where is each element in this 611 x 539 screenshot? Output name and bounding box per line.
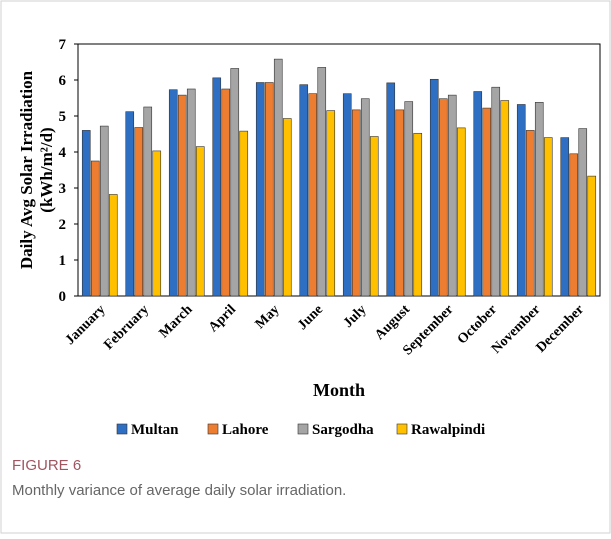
bar — [482, 107, 492, 297]
bar — [386, 82, 396, 297]
legend-swatch — [116, 423, 128, 435]
bar — [342, 93, 352, 297]
y-tick-label: 6 — [59, 73, 67, 89]
bar — [212, 77, 222, 297]
bar — [81, 130, 91, 297]
bar — [438, 98, 448, 297]
bar — [351, 109, 361, 297]
bar — [560, 137, 570, 297]
bar — [360, 98, 370, 297]
legend-label: Lahore — [222, 422, 269, 438]
bar — [177, 94, 187, 297]
bar — [326, 110, 336, 297]
bar — [413, 132, 423, 297]
x-tick-label: April — [206, 302, 239, 335]
bar — [569, 153, 579, 297]
legend-swatch — [297, 423, 309, 435]
bar — [152, 150, 162, 297]
bar — [255, 82, 265, 297]
x-tick-label: July — [341, 302, 370, 331]
bar — [429, 78, 439, 297]
x-axis-label: Month — [313, 380, 365, 400]
x-tick-label: May — [253, 302, 283, 332]
bar — [273, 58, 283, 297]
bar — [99, 125, 109, 297]
x-tick-label: August — [372, 302, 413, 343]
y-axis-label: (kWh/m²/d) — [37, 127, 56, 212]
bar — [230, 68, 240, 297]
x-tick-label: March — [157, 302, 196, 341]
bar — [186, 88, 196, 297]
figure-caption: Monthly variance of average daily solar … — [12, 482, 346, 499]
bar — [473, 91, 483, 297]
y-tick-label: 5 — [59, 109, 67, 125]
x-tick-label: June — [295, 302, 326, 333]
y-tick-label: 7 — [59, 37, 67, 53]
bar — [308, 93, 318, 297]
bar — [578, 128, 588, 297]
bar — [239, 130, 249, 297]
bar — [491, 86, 501, 297]
bar — [587, 175, 597, 297]
bar — [456, 127, 466, 297]
figure-label: FIGURE 6 — [12, 457, 81, 474]
plot-frame — [77, 43, 601, 297]
bar — [143, 106, 153, 297]
y-tick-label: 2 — [59, 217, 67, 233]
bar — [534, 102, 544, 297]
bar — [369, 136, 379, 297]
bar — [447, 94, 457, 297]
bar — [525, 130, 535, 297]
legend-swatch — [396, 423, 408, 435]
bar — [543, 137, 553, 297]
y-tick-label: 1 — [59, 253, 67, 269]
bar — [404, 101, 414, 297]
legend-label: Multan — [131, 422, 179, 438]
y-tick-label: 4 — [59, 145, 67, 161]
x-tick-label: February — [101, 302, 152, 353]
bar — [195, 146, 205, 297]
y-tick-label: 3 — [59, 181, 67, 197]
bar — [500, 100, 510, 297]
legend-label: Rawalpindi — [411, 422, 485, 438]
bar — [168, 89, 178, 297]
bar — [299, 84, 309, 297]
bar — [221, 88, 231, 297]
bar — [125, 111, 135, 297]
bar — [90, 160, 100, 297]
bar — [317, 67, 327, 297]
y-tick-label: 0 — [59, 289, 67, 305]
x-tick-label: December — [534, 302, 587, 355]
bar — [282, 118, 292, 297]
y-axis-label: Daily Avg Solar Irradiation — [17, 70, 36, 269]
legend-label: Sargodha — [312, 422, 374, 438]
bar — [264, 82, 274, 297]
legend-swatch — [207, 423, 219, 435]
bar — [516, 104, 526, 297]
bar — [395, 109, 405, 297]
bar — [108, 194, 118, 297]
bar — [134, 127, 144, 297]
